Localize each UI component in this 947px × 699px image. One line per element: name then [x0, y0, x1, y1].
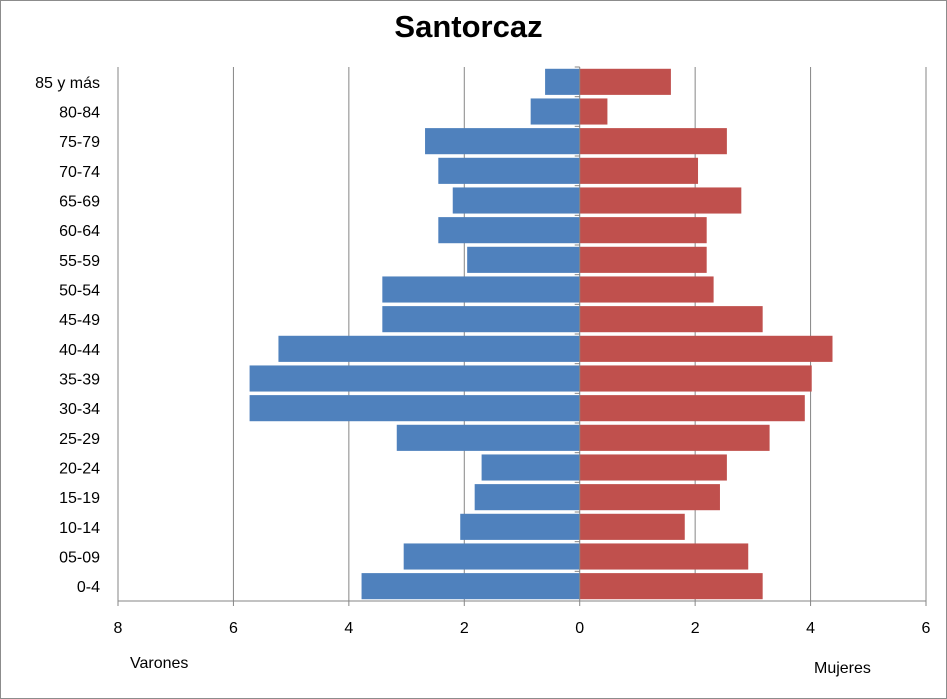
x-tick-label: 2: [691, 620, 700, 637]
y-tick-label: 30-34: [59, 401, 100, 418]
bar-varones-6: [467, 246, 580, 273]
bar-varones-2: [425, 128, 580, 155]
y-tick-label: 20-24: [59, 461, 100, 478]
bar-mujeres-8: [579, 306, 763, 333]
x-tick-label: 6: [922, 620, 931, 637]
y-tick-label: 0-4: [77, 579, 100, 596]
y-tick-label: 70-74: [59, 164, 100, 181]
bar-varones-1: [530, 98, 580, 125]
bar-varones-8: [382, 306, 580, 333]
bar-mujeres-5: [579, 217, 707, 244]
y-tick-label: 50-54: [59, 283, 100, 300]
bar-varones-7: [382, 276, 580, 303]
bar-mujeres-3: [579, 157, 699, 184]
y-tick-label: 10-14: [59, 520, 100, 537]
bar-mujeres-0: [579, 68, 671, 95]
bar-mujeres-6: [579, 246, 707, 273]
bar-mujeres-16: [579, 543, 749, 570]
bar-varones-11: [249, 395, 580, 422]
x-tick-label: 0: [575, 620, 584, 637]
bar-mujeres-9: [579, 335, 833, 362]
y-tick-label: 15-19: [59, 490, 100, 507]
y-tick-label: 55-59: [59, 253, 100, 270]
bar-mujeres-7: [579, 276, 714, 303]
bar-varones-3: [438, 157, 580, 184]
mujeres-label: Mujeres: [814, 660, 871, 677]
bar-mujeres-13: [579, 454, 727, 481]
bar-varones-15: [460, 513, 580, 540]
bar-varones-12: [396, 424, 580, 451]
bar-varones-0: [545, 68, 580, 95]
bar-mujeres-11: [579, 395, 805, 422]
y-tick-label: 40-44: [59, 342, 100, 359]
x-tick-label: 4: [806, 620, 815, 637]
x-tick-label: 6: [229, 620, 238, 637]
bar-varones-16: [403, 543, 580, 570]
bar-mujeres-2: [579, 128, 727, 155]
chart-title: Santorcaz: [394, 9, 543, 44]
x-tick-label: 2: [460, 620, 469, 637]
bar-varones-10: [249, 365, 580, 392]
bar-varones-14: [474, 484, 580, 511]
bar-mujeres-17: [579, 573, 763, 600]
bar-mujeres-12: [579, 424, 770, 451]
bar-mujeres-4: [579, 187, 742, 214]
bar-mujeres-10: [579, 365, 812, 392]
bar-mujeres-14: [579, 484, 720, 511]
bar-varones-17: [361, 573, 580, 600]
y-tick-label: 25-29: [59, 431, 100, 448]
x-tick-label: 4: [344, 620, 353, 637]
bar-varones-13: [481, 454, 580, 481]
bar-mujeres-15: [579, 513, 685, 540]
y-tick-label: 65-69: [59, 194, 100, 211]
y-tick-label: 35-39: [59, 372, 100, 389]
y-tick-label: 75-79: [59, 134, 100, 151]
y-tick-label: 85 y más: [35, 75, 100, 92]
bar-varones-5: [438, 217, 580, 244]
y-tick-label: 05-09: [59, 550, 100, 567]
varones-label: Varones: [130, 655, 189, 672]
y-tick-label: 45-49: [59, 312, 100, 329]
y-tick-label: 80-84: [59, 105, 100, 122]
bar-varones-9: [278, 335, 580, 362]
x-tick-label: 8: [114, 620, 123, 637]
y-tick-label: 60-64: [59, 223, 100, 240]
bar-mujeres-1: [579, 98, 608, 125]
bar-varones-4: [452, 187, 580, 214]
